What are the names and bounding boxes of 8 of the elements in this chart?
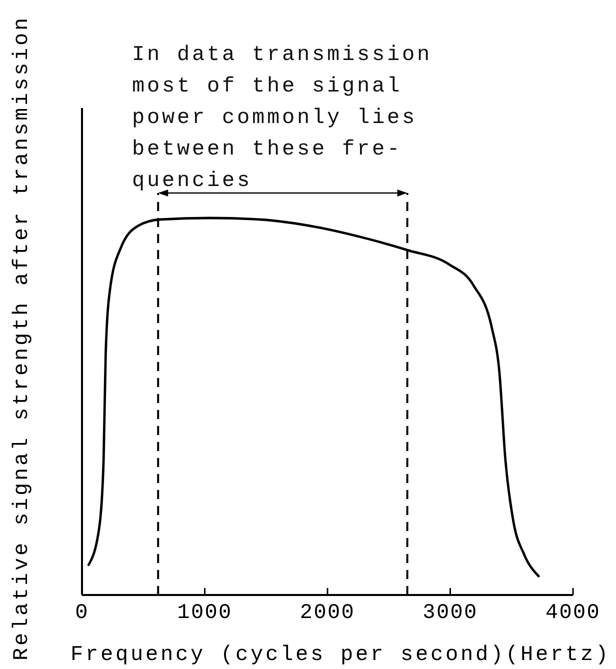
x-tick-label: 0 — [75, 602, 89, 625]
y-axis-title: Relative signal strength after transmission — [11, 15, 34, 661]
x-axis-title: Frequency (cycles per second)(Hertz) — [70, 644, 611, 667]
x-tick-label: 1000 — [177, 602, 232, 625]
x-tick-label: 3000 — [422, 602, 478, 625]
x-tick-label: 2000 — [300, 602, 356, 625]
x-tick-label: 4000 — [545, 602, 601, 625]
text: In data transmission most of the signal power commonly lies between these fre- quencies — [132, 44, 432, 193]
